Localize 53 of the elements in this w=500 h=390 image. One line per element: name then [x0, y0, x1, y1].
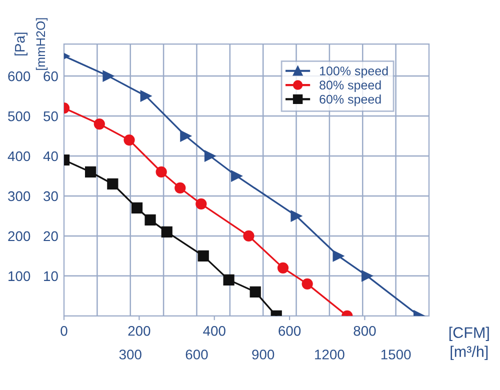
legend-label: 100% speed [320, 66, 388, 78]
y2-axis-title: [mmH2O] [36, 18, 48, 70]
y-tick-label: 600 [8, 71, 30, 82]
point [144, 214, 156, 226]
point [243, 230, 254, 242]
x-tick-label: 600 [186, 350, 208, 360]
point [302, 278, 313, 290]
point [156, 166, 167, 178]
y-tick-label: 500 [8, 111, 30, 122]
point [94, 118, 105, 130]
x-tick-label: 1200 [315, 350, 344, 360]
y-tick-label: 100 [8, 271, 30, 282]
point [198, 250, 209, 262]
point [161, 226, 172, 238]
y2-tick-label: 20 [44, 231, 58, 242]
point [107, 178, 118, 190]
point [204, 150, 216, 162]
x2-tick-label: 600 [278, 326, 301, 336]
y2-tick-label: 10 [44, 271, 58, 282]
point [250, 286, 261, 298]
x2-tick-label: 0 [60, 326, 68, 336]
y2-tick-label: 30 [44, 191, 58, 202]
y-tick-label: 200 [8, 231, 30, 242]
y2-tick-label: 60 [44, 71, 58, 82]
y-tick-label: 400 [8, 151, 30, 162]
x-tick-label: 1500 [381, 350, 411, 360]
point [102, 70, 114, 82]
point [174, 182, 186, 194]
legend-label: 60% speed [320, 94, 381, 106]
point [277, 262, 289, 274]
x2-tick-label: 200 [128, 326, 150, 336]
point [362, 270, 373, 282]
point [196, 198, 207, 210]
y2-tick-label: 40 [43, 151, 58, 162]
x2-axis-title: [CFM] [449, 326, 489, 342]
x-axis-title: [m³/h] [450, 346, 488, 360]
point [180, 130, 192, 142]
point [230, 170, 242, 182]
x2-tick-label: 400 [203, 326, 226, 336]
x-tick-label: 900 [252, 350, 274, 360]
point [290, 210, 302, 222]
x-tick-label: 300 [119, 350, 142, 360]
y-axis-title: [Pa] [14, 32, 28, 56]
point [332, 250, 344, 262]
y-tick-label: 300 [8, 191, 30, 202]
x2-tick-label: 800 [354, 326, 376, 336]
point [223, 274, 234, 286]
point [124, 134, 135, 146]
y2-tick-label: 50 [44, 111, 58, 122]
point [131, 202, 143, 214]
point [140, 90, 152, 102]
point [84, 166, 96, 178]
legend-label: 80% speed [320, 80, 381, 92]
